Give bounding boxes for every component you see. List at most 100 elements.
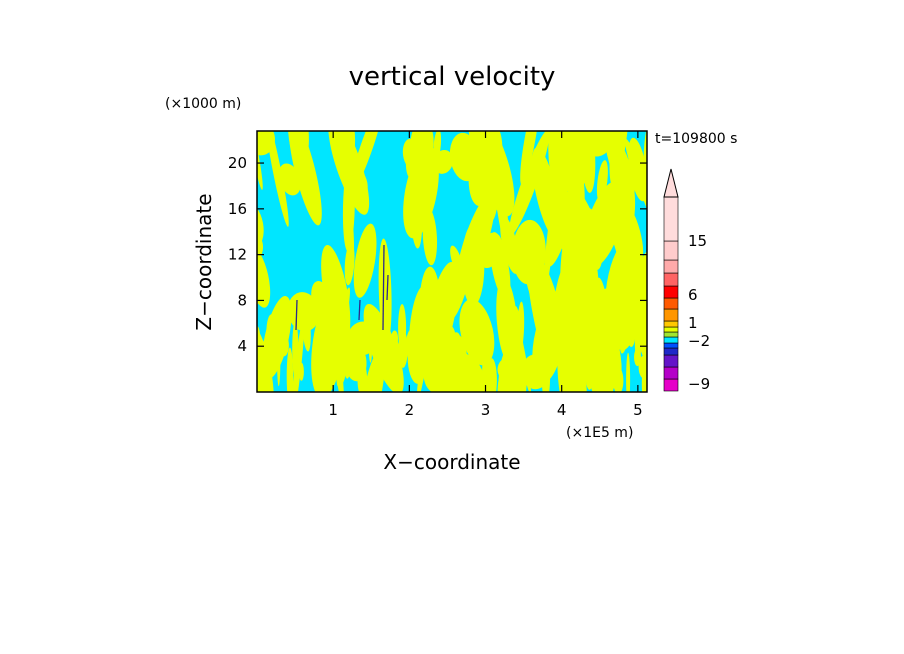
updraft-blob [286,347,294,392]
updraft-blob [610,311,619,365]
updraft-blob [500,215,520,274]
chart-title: vertical velocity [349,62,556,92]
updraft-blob [353,223,377,298]
updraft-blob [638,355,647,379]
updraft-blob [609,131,630,187]
updraft-blob [377,317,388,365]
updraft-blob [424,158,435,213]
updraft-blob [257,246,271,308]
colorbar-segment [663,331,679,338]
colorbar-label: 15 [688,232,707,250]
colorbar-label: 6 [688,286,698,304]
updraft-blob [398,330,408,368]
updraft-blob [548,131,564,179]
updraft-blob [440,334,468,392]
colorbar-label: 1 [688,314,698,332]
y-tick-label: 16 [228,200,247,218]
strong-streak [382,244,385,331]
updraft-blob [357,362,368,392]
updraft-blob [613,367,624,392]
updraft-blob [261,338,269,392]
updraft-blob [483,323,492,377]
y-axis-title: Z−coordinate [192,193,216,330]
updraft-blob [292,321,299,379]
colorbar-segment [663,240,679,261]
updraft-blob [541,305,551,360]
x-axis-ticks: 1 2 3 4 5 [328,131,643,419]
colorbar-segment [663,342,679,349]
updraft-blob [427,323,436,352]
updraft-blob [541,350,551,392]
colorbar-segment [663,354,679,368]
colorbar-segment [663,366,679,380]
updraft-blob [621,203,644,262]
updraft-blob [257,131,263,190]
updraft-blob [628,137,647,202]
strong-streak [295,299,298,331]
y-tick-label: 20 [228,154,247,172]
y-tick-label: 8 [237,291,247,309]
colorbar-segment [663,196,679,242]
colorbar-segment [663,297,679,310]
colorbar-segment [663,336,679,344]
updraft-blob [585,351,594,390]
updraft-blob [559,308,587,392]
colorbar-segment [663,272,679,287]
colorbar-extension-arrow [663,168,679,198]
strong-streak [386,274,389,301]
updraft-blob [600,348,606,392]
updraft-blob [257,131,275,156]
updraft-blob [472,327,483,353]
updraft-blob [463,361,471,388]
updraft-blob [626,308,636,348]
updraft-blob [337,131,356,182]
updraft-blob [626,352,631,392]
updraft-blob [301,301,311,352]
colorbar-segment [663,378,679,392]
time-label: t=109800 s [655,131,737,147]
updraft-blob [368,321,373,363]
updraft-blob [489,232,511,301]
colorbar-segment [663,285,679,299]
updraft-blob [596,359,602,392]
updraft-blob [468,131,503,207]
y-axis-ticks: 4 8 12 16 20 [228,154,647,355]
strong-streak [358,299,361,321]
updraft-blob [315,318,322,358]
updraft-blob [337,311,342,338]
y-tick-label: 4 [237,337,247,355]
y-tick-label: 12 [228,246,247,264]
x-unit-label: (×1E5 m) [566,425,633,441]
x-tick-label: 4 [557,401,567,419]
updraft-blob [258,351,263,387]
x-tick-label: 5 [633,401,643,419]
y-unit-label: (×1000 m) [165,96,241,112]
updraft-blob [402,138,421,170]
updraft-blob [290,318,305,392]
updraft-blob [634,323,642,362]
updraft-blob [631,260,647,291]
updraft-blob [414,295,425,354]
x-tick-label: 2 [405,401,415,419]
x-tick-label: 3 [481,401,491,419]
updraft-blob [502,353,513,377]
velocity-field [257,131,647,392]
updraft-blob [434,364,438,388]
updraft-blob [321,244,351,341]
colorbar-segment [663,326,679,333]
updraft-blob [433,131,442,162]
updraft-blob [406,329,416,362]
updraft-blob [346,202,355,263]
updraft-blob [266,314,277,350]
colorbar-label: −2 [688,332,710,350]
colorbar-label: −9 [688,375,710,393]
updraft-blob [390,339,401,379]
updraft-blob [512,219,546,285]
strong-updraft-streaks [295,244,389,331]
colorbar-segment [663,347,679,356]
updraft-blob [278,334,289,357]
updraft-blob [342,324,352,379]
updraft-blob [278,163,301,196]
updraft-blob [555,166,569,224]
